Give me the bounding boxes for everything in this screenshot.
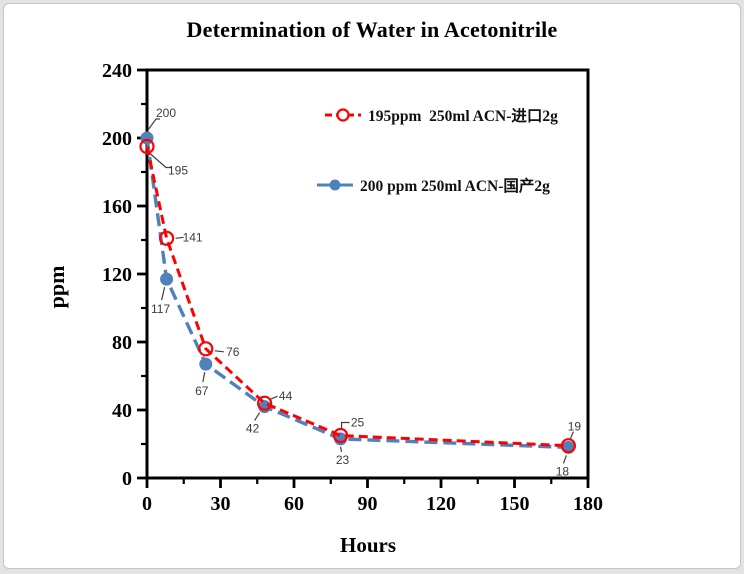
data-point-label: 117 xyxy=(151,302,170,316)
y-tick-label: 200 xyxy=(102,128,132,150)
legend-item-imported: 195ppm 250ml ACN-进口2g xyxy=(324,105,558,125)
series-line-0 xyxy=(145,146,569,448)
legend-item-label: 200 ppm 250ml ACN-国产2g xyxy=(360,178,550,195)
label-leader-line xyxy=(202,371,206,383)
data-point-label: 25 xyxy=(351,416,365,430)
data-point-marker-open xyxy=(560,438,577,454)
data-point-label: 42 xyxy=(246,422,260,436)
data-point-label: 141 xyxy=(183,230,203,244)
data-point-marker-open xyxy=(332,427,349,444)
data-point-label: 195 xyxy=(168,164,188,178)
data-point-label: 200 xyxy=(156,106,176,120)
y-axis-title: ppm xyxy=(44,265,69,309)
data-point-label: 44 xyxy=(279,389,293,403)
data-point-marker-open xyxy=(198,341,214,357)
x-tick-label: 60 xyxy=(284,493,304,515)
label-leader-line xyxy=(562,455,567,464)
label-leader-line xyxy=(214,350,224,353)
y-tick-label: 0 xyxy=(122,468,132,490)
x-tick-label: 120 xyxy=(426,493,456,515)
data-point-marker-open xyxy=(139,138,155,155)
legend-line-filled-circle-icon xyxy=(316,177,354,193)
window-frame xyxy=(3,3,741,569)
data-point-marker-open xyxy=(159,230,175,246)
series-line-1 xyxy=(145,137,569,450)
label-leader-line xyxy=(569,431,574,439)
data-point-marker-open xyxy=(257,395,273,411)
data-point-label: 18 xyxy=(556,464,570,478)
data-point-label: 23 xyxy=(336,453,350,467)
label-leader-line xyxy=(339,446,343,453)
x-tick-label: 180 xyxy=(573,493,603,515)
y-tick-label: 120 xyxy=(102,264,132,286)
data-point-label: 76 xyxy=(226,345,240,359)
y-tick-label: 40 xyxy=(112,400,132,422)
label-leader-line xyxy=(175,236,184,239)
x-tick-label: 30 xyxy=(211,493,231,515)
x-tick-label: 150 xyxy=(500,493,530,515)
y-tick-label: 160 xyxy=(102,196,132,218)
y-tick-label: 240 xyxy=(102,60,132,82)
legend-item-domestic: 200 ppm 250ml ACN-国产2g xyxy=(316,175,550,195)
data-point-label: 67 xyxy=(195,384,209,398)
chart-title: Determination of Water in Acetonitrile xyxy=(186,17,558,42)
legend-item-label: 195ppm 250ml ACN-进口2g xyxy=(368,108,558,125)
label-leader-line xyxy=(149,153,171,169)
x-tick-label: 90 xyxy=(358,493,378,515)
y-tick-label: 80 xyxy=(112,332,132,354)
plot-border xyxy=(145,68,590,480)
data-point-marker-filled xyxy=(199,357,213,371)
label-leader-line xyxy=(147,118,160,131)
data-point-marker-filled xyxy=(160,272,174,286)
label-leader-line xyxy=(270,395,278,400)
x-axis-title: Hours xyxy=(339,533,397,557)
label-leader-line xyxy=(161,286,166,301)
label-leader-line xyxy=(254,412,261,421)
data-point-label: 19 xyxy=(568,420,582,434)
x-tick-label: 0 xyxy=(142,493,152,515)
label-leader-line xyxy=(340,421,350,429)
legend-line-open-circle-icon xyxy=(324,107,362,123)
